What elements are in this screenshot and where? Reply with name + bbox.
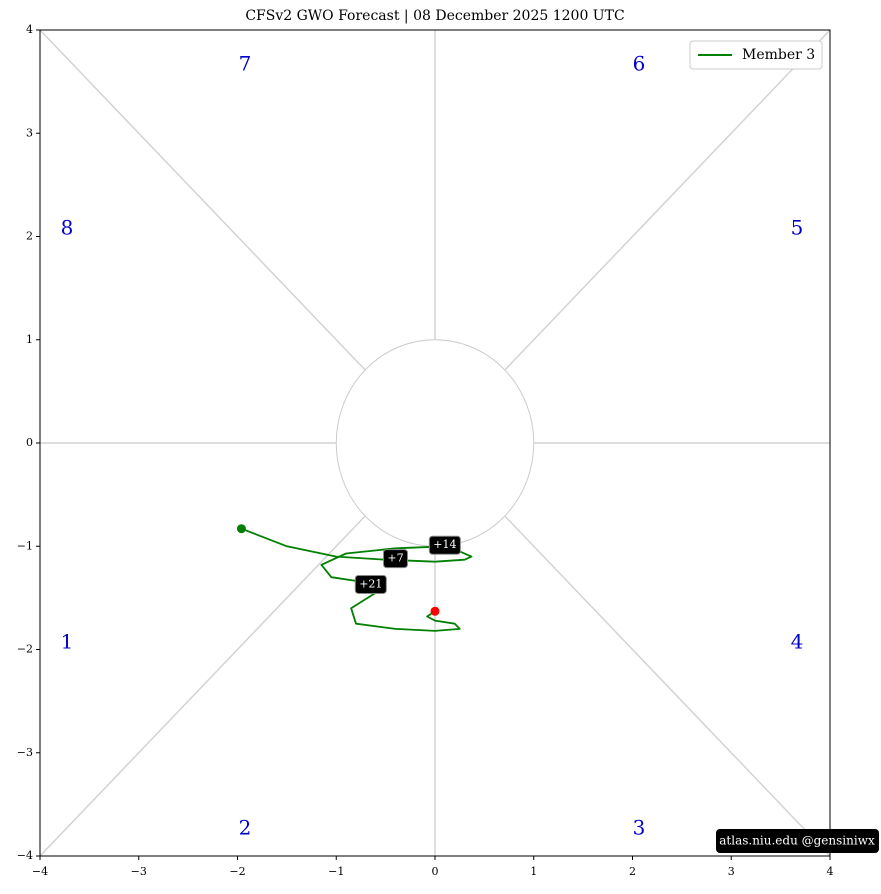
legend-box (689, 40, 823, 70)
x-tick-label: −4 (32, 865, 48, 878)
day-annotation: +14 (428, 535, 461, 555)
phase-label: 5 (791, 216, 804, 240)
start-point (236, 524, 246, 534)
y-tick-label: 0 (26, 436, 33, 449)
watermark-box (716, 829, 879, 853)
y-tick-label: −2 (17, 643, 33, 656)
x-tick-label: −2 (229, 865, 245, 878)
phase-label: 3 (633, 816, 646, 840)
phase-label: 6 (633, 52, 646, 76)
annotation-box (383, 549, 408, 569)
phase-divider (39, 29, 366, 371)
x-tick-label: 0 (432, 865, 439, 878)
x-tick-label: −1 (328, 865, 344, 878)
phase-label: 2 (239, 816, 252, 840)
y-tick-label: 1 (26, 333, 33, 346)
x-tick-label: −3 (131, 865, 147, 878)
annotation-box (428, 535, 461, 555)
chart-title: CFSv2 GWO Forecast | 08 December 2025 12… (245, 8, 624, 24)
phase-label: 4 (791, 630, 804, 654)
x-tick-label: 1 (530, 865, 537, 878)
phase-label: 1 (61, 630, 74, 654)
watermark-text: atlas.niu.edu @gensiniwx (719, 834, 875, 848)
x-tick-label: 4 (827, 865, 834, 878)
annotation-label: +7 (387, 552, 403, 565)
y-tick-label: 4 (26, 23, 33, 36)
legend-label: Member 3 (742, 47, 815, 63)
annotation-label: +14 (433, 538, 456, 551)
y-tick-label: 2 (26, 230, 33, 243)
x-tick-label: 3 (728, 865, 735, 878)
watermark: atlas.niu.edu @gensiniwx (716, 829, 879, 853)
y-tick-label: −4 (17, 849, 33, 862)
phase-label: 8 (61, 216, 74, 240)
y-tick-label: −3 (17, 746, 33, 759)
x-tick-label: 2 (629, 865, 636, 878)
unit-circle (335, 339, 535, 547)
phase-divider (39, 515, 366, 857)
day-annotation: +21 (354, 574, 387, 594)
y-tick-label: 3 (26, 126, 33, 139)
day-annotation: +7 (383, 549, 408, 569)
phase-divider (504, 515, 831, 857)
end-point (430, 606, 440, 616)
annotation-box (354, 574, 387, 594)
y-tick-label: −1 (17, 539, 33, 552)
phase-divider (504, 29, 831, 371)
annotation-label: +21 (359, 577, 382, 590)
phase-label: 7 (239, 52, 252, 76)
trajectory (241, 527, 473, 632)
